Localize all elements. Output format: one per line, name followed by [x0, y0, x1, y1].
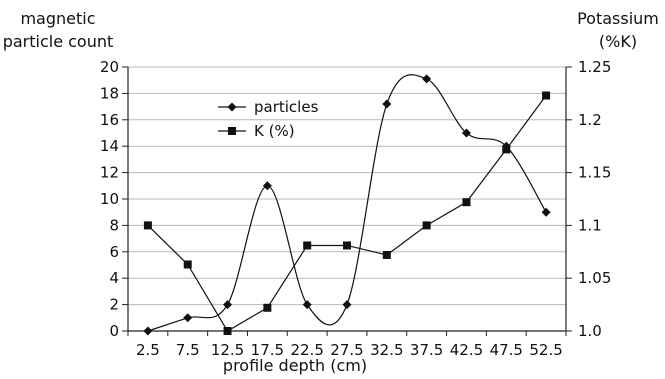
left-axis-tick-label-6: 12 [100, 164, 119, 182]
x-axis-tick-label-0: 2.5 [136, 341, 160, 359]
series-1-point-5 [343, 241, 351, 250]
left-axis-tick-label-8: 16 [100, 111, 119, 129]
series-0-point-10 [541, 207, 551, 217]
series-0-point-4 [302, 300, 312, 310]
x-axis-tick-label-4: 22.5 [290, 341, 323, 359]
left-axis-title-line-2: particle count [3, 32, 114, 51]
right-axis-tick-label-1: 1.05 [578, 269, 611, 287]
series-0-point-6 [382, 99, 392, 109]
left-axis-tick-label-0: 0 [109, 322, 119, 340]
series-0-point-8 [461, 128, 471, 138]
right-axis-title-line-1: Potassium [577, 9, 659, 28]
legend: particles K (%) [218, 98, 319, 140]
right-axis-title-line-2: (%K) [599, 32, 637, 51]
series-line-1 [147, 95, 547, 332]
legend-label-particles: particles [254, 98, 319, 116]
right-axis-tick-label-2: 1.1 [578, 216, 602, 234]
series-0-point-7 [422, 74, 432, 84]
x-axis-tick-label-7: 37.5 [410, 341, 443, 359]
left-axis-tick-label-3: 6 [109, 243, 119, 261]
series-1-point-8 [462, 198, 471, 207]
right-axis-tick-label-5: 1.25 [578, 58, 611, 76]
legend-marker-particles [227, 102, 237, 112]
right-axis-ticks: 1.0 1.05 1.1 1.15 1.2 1.25 [566, 58, 611, 340]
x-axis-tick-label-8: 42.5 [450, 341, 483, 359]
left-axis-tick-label-9: 18 [100, 84, 119, 102]
series-1-point-3 [263, 303, 272, 312]
series-1-point-1 [183, 260, 192, 269]
left-axis-title-line-1: magnetic [20, 9, 95, 28]
left-axis-tick-label-4: 8 [109, 216, 119, 234]
legend-marker-k [228, 127, 236, 135]
left-axis-tick-label-2: 4 [109, 269, 119, 287]
right-axis-tick-label-3: 1.15 [578, 164, 611, 182]
x-axis-title: profile depth (cm) [223, 356, 367, 375]
left-axis-tick-label-5: 10 [100, 190, 119, 208]
series-1-point-9 [502, 145, 511, 154]
legend-item-k: K (%) [218, 122, 295, 140]
x-axis-tick-label-5: 27.5 [330, 341, 363, 359]
series-layer [143, 74, 551, 336]
series-1-point-0 [143, 221, 152, 230]
x-axis-tick-label-6: 32.5 [370, 341, 403, 359]
x-axis-tick-label-10: 52.5 [529, 341, 562, 359]
series-0-point-0 [143, 326, 153, 336]
legend-item-particles: particles [218, 98, 319, 116]
series-0-point-5 [342, 300, 352, 310]
left-axis-tick-label-7: 14 [100, 137, 119, 155]
series-1-point-4 [303, 241, 312, 250]
series-0-point-3 [262, 181, 272, 191]
series-1-point-2 [223, 327, 232, 335]
right-axis-tick-label-0: 1.0 [578, 322, 602, 340]
x-axis-ticks: 2.5 7.5 12.5 17.5 22.5 27.5 32.5 37.5 42.5 47.5 52… [127, 331, 567, 359]
series-1-point-10 [542, 91, 551, 100]
series-1-point-6 [382, 250, 391, 259]
left-axis-tick-label-10: 20 [100, 58, 119, 76]
grid-layer [128, 66, 566, 306]
series-line-0 [147, 74, 547, 332]
x-axis-tick-label-1: 7.5 [176, 341, 200, 359]
left-axis-ticks: 0 2 4 6 8 10 12 14 16 18 20 [100, 58, 128, 340]
series-0-point-1 [183, 313, 193, 323]
right-axis-tick-label-4: 1.2 [578, 111, 602, 129]
series-0-point-2 [223, 300, 233, 310]
x-axis-tick-label-3: 17.5 [251, 341, 284, 359]
legend-label-k: K (%) [254, 122, 295, 140]
x-axis-tick-label-2: 12.5 [211, 341, 244, 359]
left-axis-tick-label-1: 2 [109, 296, 119, 314]
series-1-point-7 [422, 221, 431, 230]
x-axis-tick-label-9: 47.5 [490, 341, 523, 359]
